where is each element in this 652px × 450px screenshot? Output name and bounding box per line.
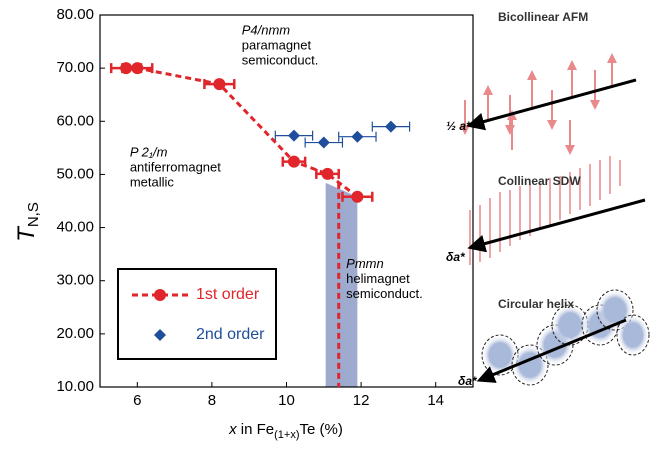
data-point	[287, 155, 300, 168]
series-line	[126, 66, 359, 198]
legend-label: 1st order	[196, 286, 260, 303]
data-point	[351, 130, 364, 143]
phase-label: paramagnet	[242, 37, 312, 52]
data-point	[351, 190, 364, 203]
schematic-axis-label: δa*	[446, 250, 466, 264]
phase-label: semiconduct.	[242, 52, 319, 67]
schematic-title: Collinear SDW	[498, 174, 581, 188]
phase-label: P 2₁/m	[130, 145, 168, 160]
y-tick-label: 50.00	[56, 165, 94, 182]
x-label-mid: in Fe	[237, 421, 275, 438]
data-point	[287, 129, 300, 142]
data-point	[321, 167, 334, 180]
y-label-main: T	[13, 225, 40, 242]
y-tick-label: 80.00	[56, 6, 94, 23]
y-tick-label: 70.00	[56, 59, 94, 76]
legend-marker	[154, 289, 166, 301]
phase-label: antiferromagnet	[130, 160, 221, 175]
x-tick-label: 8	[208, 392, 216, 409]
x-axis-label: x in Fe(1+x)Te (%)	[228, 421, 343, 441]
y-tick-label: 30.00	[56, 272, 94, 289]
y-tick-label: 20.00	[56, 325, 94, 342]
phase-label: P4/nmm	[242, 22, 291, 37]
y-tick-label: 10.00	[56, 378, 94, 395]
phase-label: Pmmn	[346, 256, 384, 271]
schematic-axis-label: ½ a*	[446, 119, 472, 133]
phase-region	[325, 182, 358, 387]
data-point	[131, 62, 144, 75]
phase-label: helimagnet	[346, 271, 410, 286]
data-point	[213, 78, 226, 91]
phase-label: metallic	[130, 175, 175, 190]
x-label-sub: (1+x)	[274, 429, 299, 441]
x-tick-label: 14	[427, 392, 444, 409]
x-label-post: Te (%)	[300, 421, 343, 438]
data-point	[384, 120, 397, 133]
y-axis-label: TN,S	[13, 202, 42, 242]
x-tick-label: 12	[353, 392, 370, 409]
y-tick-label: 40.00	[56, 219, 94, 236]
y-label-sub: N,S	[25, 202, 42, 227]
legend-label: 2nd order	[196, 326, 265, 343]
legend-marker	[154, 329, 166, 341]
data-point	[317, 136, 330, 149]
schematic-axis-label: δa*	[458, 374, 478, 388]
schematic-title: Bicollinear AFM	[498, 10, 588, 24]
x-tick-label: 10	[278, 392, 295, 409]
schematic-art	[460, 53, 650, 386]
y-tick-label: 60.00	[56, 112, 94, 129]
schematic-title: Circular helix	[498, 297, 574, 311]
x-tick-label: 6	[133, 392, 141, 409]
legend-box	[117, 268, 277, 360]
phase-label: semiconduct.	[346, 286, 423, 301]
x-label-var: x	[228, 421, 237, 438]
